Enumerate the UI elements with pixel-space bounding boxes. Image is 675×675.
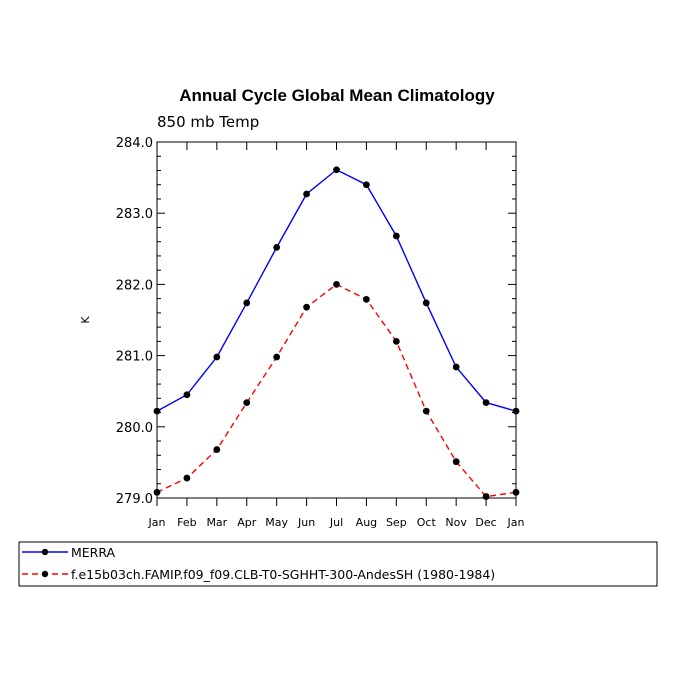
x-tick-label: Jan: [507, 516, 525, 529]
y-tick-label: 280.0: [116, 421, 153, 436]
data-point: [512, 407, 520, 415]
axes: 279.0 280.0 281.0 282.0 283.0 284.0 Jan Feb Mar A…: [116, 136, 525, 529]
plot-frame: [156, 141, 517, 499]
legend-label: MERRA: [71, 545, 116, 560]
data-point: [213, 446, 221, 453]
chart-subtitle: 850 mb Temp: [157, 113, 259, 131]
legend-marker: [41, 570, 49, 578]
data-point: [452, 363, 460, 371]
data-point: [243, 399, 251, 406]
data-point: [153, 488, 161, 496]
y-tick-label: 282.0: [116, 278, 153, 293]
x-tick-label: Apr: [237, 516, 257, 529]
y-tick-label: 283.0: [116, 207, 153, 222]
data-point: [273, 353, 281, 361]
data-point: [392, 337, 400, 345]
x-tick-label: Dec: [475, 516, 496, 529]
x-tick-label: Sep: [386, 516, 407, 529]
data-point: [392, 232, 400, 240]
x-tick-label: Oct: [417, 516, 437, 529]
y-tick-label: 281.0: [116, 350, 153, 365]
x-tick-label: Jun: [297, 516, 315, 529]
y-axis-label: K: [79, 316, 92, 324]
data-point: [422, 407, 430, 415]
data-point: [512, 488, 520, 496]
data-point: [333, 166, 340, 174]
series-layer: [153, 166, 520, 500]
x-tick-label: Feb: [177, 516, 196, 529]
data-point: [153, 407, 161, 415]
data-point: [422, 299, 430, 307]
data-point: [183, 474, 191, 482]
series-line-2: [156, 283, 517, 498]
data-point: [273, 243, 281, 251]
y-tick-label: 279.0: [116, 492, 153, 507]
data-point: [303, 190, 310, 198]
x-tick-label: May: [265, 516, 288, 529]
legend: MERRA f.e15b03ch.FAMIP.f09_f09.CLB-T0-SGH…: [22, 545, 495, 582]
legend-box: [18, 541, 658, 587]
data-point: [363, 181, 370, 189]
x-tick-label: Mar: [206, 516, 227, 529]
x-tick-label: Jul: [329, 516, 343, 529]
x-tick-label: Jan: [148, 516, 166, 529]
legend-label: f.e15b03ch.FAMIP.f09_f09.CLB-T0-SGHHT-30…: [71, 567, 495, 582]
chart-title: Annual Cycle Global Mean Climatology: [179, 86, 495, 105]
y-tick-label: 284.0: [116, 136, 153, 151]
data-point: [452, 458, 460, 466]
data-point: [303, 303, 310, 311]
data-point: [333, 281, 340, 288]
data-point: [482, 399, 490, 406]
x-tick-label: Nov: [445, 516, 467, 529]
data-point: [213, 353, 221, 361]
legend-marker: [41, 548, 49, 556]
series-line-1: [156, 168, 517, 412]
data-point: [482, 493, 490, 500]
data-point: [183, 391, 191, 399]
data-point: [363, 295, 370, 303]
data-point: [243, 299, 251, 307]
x-tick-label: Aug: [356, 516, 377, 529]
